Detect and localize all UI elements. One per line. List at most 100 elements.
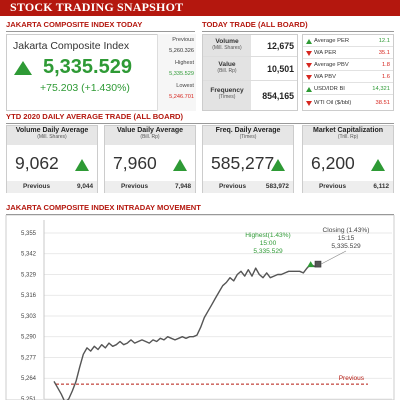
card-previous-value: 9,044	[77, 183, 93, 190]
card-value: 6,200	[311, 153, 355, 173]
index-change: +75.203 (+1.430%)	[40, 82, 130, 94]
card-title: Market Capitalization	[312, 127, 383, 134]
trade-row-value: Value (Bill. Rp) 10,501	[203, 57, 297, 81]
card-unit: (Mill. Shares)	[37, 134, 67, 140]
indicator-value: 12.1	[378, 38, 390, 44]
indicator-row: USD/IDR BI 14,321	[303, 84, 393, 95]
ytd-section-title: YTD 2020 DAILY AVERAGE TRADE (ALL BOARD)	[6, 110, 394, 124]
card-value: 585,277	[211, 153, 275, 173]
card-previous-label: Previous	[219, 183, 246, 190]
y-tick-label: 5,264	[21, 376, 37, 382]
card-unit: (Bill. Rp)	[140, 134, 160, 140]
ytd-card-value: Value Daily Average (Bill. Rp) 7,960 Pre…	[104, 125, 196, 193]
down-arrow-icon	[306, 51, 312, 56]
previous-label: Previous	[172, 37, 194, 43]
card-previous-value: 7,948	[175, 183, 191, 190]
card-header: Value Daily Average (Bill. Rp)	[105, 126, 195, 145]
card-header: Market Capitalization (Trill. Rp)	[303, 126, 393, 145]
indicator-label: USD/IDR BI	[314, 86, 345, 92]
card-unit: (Times)	[239, 134, 257, 140]
indicator-value: 1.6	[381, 74, 390, 80]
indicator-value: 35.1	[378, 50, 390, 56]
card-header: Freq. Daily Average (Times)	[203, 126, 293, 145]
closing-annotation: Closing (1.43%)	[323, 227, 370, 234]
down-arrow-icon	[306, 101, 312, 106]
ytd-card-frequency: Freq. Daily Average (Times) 585,277 Prev…	[202, 125, 294, 193]
trade-unit: (Times)	[218, 94, 236, 100]
page-title: STOCK TRADING SNAPSHOT	[0, 0, 400, 16]
indicator-row: WA PBV 1.6	[303, 72, 393, 83]
y-tick-label: 5,329	[21, 272, 37, 278]
indicator-row: WA PER 35.1	[303, 48, 393, 59]
trade-label: Value	[218, 61, 236, 68]
trade-value: 12,675	[267, 41, 294, 51]
y-tick-label: 5,342	[21, 252, 37, 258]
trade-label-cell: Frequency (Times)	[203, 81, 251, 110]
intraday-section-title: JAKARTA COMPOSITE INDEX INTRADAY MOVEMEN…	[6, 201, 394, 215]
ytd-card-volume: Volume Daily Average (Mill. Shares) 9,06…	[6, 125, 98, 193]
trade-label-cell: Value (Bill. Rp)	[203, 57, 251, 80]
composite-section-title: JAKARTA COMPOSITE INDEX TODAY	[6, 18, 195, 32]
trade-row-frequency: Frequency (Times) 854,165	[203, 81, 297, 110]
lowest-value: 5,246.701	[169, 94, 194, 100]
highest-value: 5,335.529	[169, 71, 194, 77]
indicator-row: Average PBV 1.8	[303, 60, 393, 71]
today-trade-section-title: TODAY TRADE (ALL BOARD)	[202, 18, 394, 32]
down-arrow-icon	[306, 63, 312, 68]
card-previous-value: 583,972	[265, 183, 289, 190]
index-series-line	[53, 263, 319, 400]
y-tick-label: 5,277	[21, 355, 37, 361]
card-header: Volume Daily Average (Mill. Shares)	[7, 126, 97, 145]
index-stats-column: Previous 5,260.326 Highest 5,335.529 Low…	[157, 34, 196, 111]
today-trade-table: Volume (Mill. Shares) 12,675 Value (Bill…	[202, 34, 298, 111]
card-title: Freq. Daily Average	[215, 127, 281, 134]
indicator-label: Average PER	[314, 38, 350, 44]
up-arrow-icon	[306, 87, 312, 92]
indicator-value: 1.8	[381, 62, 390, 68]
trade-label-cell: Volume (Mill. Shares)	[203, 35, 251, 56]
indicator-value: 38.51	[375, 100, 390, 106]
closing-marker-icon	[314, 260, 322, 268]
y-tick-label: 5,355	[21, 231, 37, 237]
card-footer: Previous 583,972	[203, 181, 293, 193]
indicator-label: WA PER	[314, 50, 337, 56]
indicator-row: Average PER 12.1	[303, 36, 393, 47]
up-arrow-icon	[173, 159, 187, 171]
card-previous-value: 6,112	[373, 183, 389, 190]
trade-value: 854,165	[262, 91, 294, 101]
highest-marker-icon	[307, 261, 315, 268]
card-title: Value Daily Average	[116, 127, 184, 134]
indicator-label: WA PBV	[314, 74, 337, 80]
indicator-label: Average PBV	[314, 62, 349, 68]
up-arrow-icon	[271, 159, 285, 171]
y-tick-label: 5,303	[21, 314, 37, 320]
index-value: 5,335.529	[43, 56, 132, 78]
closing-annotation: 15:15	[338, 235, 355, 242]
card-footer: Previous 9,044	[7, 181, 97, 193]
up-arrow-icon	[75, 159, 89, 171]
indicator-label: WTI Oil ($/bbl)	[314, 100, 352, 106]
chart-frame	[5, 215, 395, 400]
card-footer: Previous 6,112	[303, 181, 393, 193]
card-previous-label: Previous	[319, 183, 346, 190]
trade-label: Frequency	[210, 87, 244, 94]
previous-close-label: Previous	[339, 375, 365, 382]
down-arrow-icon	[306, 75, 312, 80]
card-value: 7,960	[113, 153, 157, 173]
indicator-row: WTI Oil ($/bbl) 38.51	[303, 96, 393, 110]
closing-annotation: 5,335.529	[331, 243, 361, 250]
up-arrow-icon	[371, 159, 385, 171]
trade-unit: (Bill. Rp)	[217, 68, 237, 74]
card-previous-label: Previous	[121, 183, 148, 190]
closing-leader-line	[320, 250, 347, 265]
indicator-value: 14,321	[372, 86, 390, 92]
up-arrow-icon	[14, 61, 32, 75]
y-tick-label: 5,251	[21, 397, 37, 400]
card-value: 9,062	[15, 153, 59, 173]
highest-annotation: 5,335.529	[253, 248, 283, 255]
card-previous-label: Previous	[23, 183, 50, 190]
y-tick-label: 5,290	[21, 335, 37, 341]
previous-value: 5,260.326	[169, 48, 194, 54]
trade-label: Volume	[215, 38, 239, 45]
trade-value: 10,501	[267, 64, 294, 74]
